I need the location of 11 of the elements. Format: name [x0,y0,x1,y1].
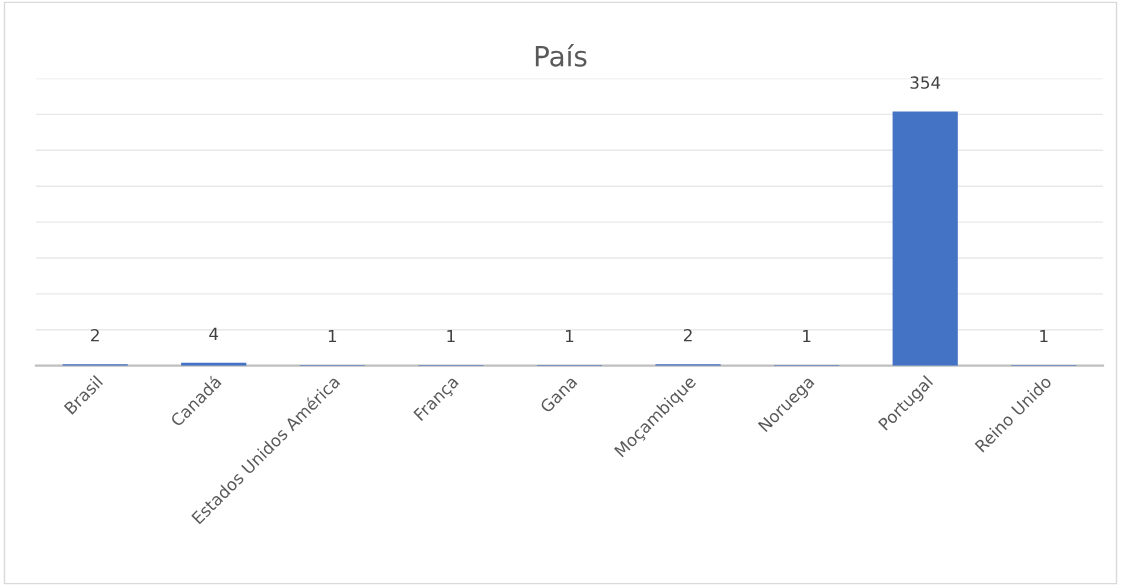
data-label: 354 [910,76,941,89]
data-label: 4 [209,327,219,340]
chart-title: País [535,44,587,67]
data-label: 1 [328,329,337,343]
data-label: 1 [566,329,574,343]
data-label: 2 [91,328,99,342]
data-label: 1 [803,329,811,343]
data-label: 1 [447,329,455,343]
bar [892,111,958,366]
data-label: 1 [1040,329,1048,343]
data-label: 2 [683,328,692,342]
